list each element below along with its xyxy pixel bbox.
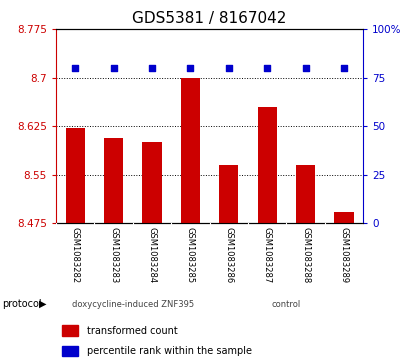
Bar <box>62 346 78 356</box>
Bar <box>296 165 315 223</box>
Text: transformed count: transformed count <box>87 326 178 336</box>
Point <box>341 65 347 71</box>
Point <box>187 65 194 71</box>
Point <box>225 65 232 71</box>
Text: GSM1083285: GSM1083285 <box>186 227 195 283</box>
Text: GSM1083284: GSM1083284 <box>147 227 156 283</box>
Text: doxycycline-induced ZNF395: doxycycline-induced ZNF395 <box>72 299 194 309</box>
Text: GSM1083288: GSM1083288 <box>301 227 310 283</box>
Point <box>302 65 309 71</box>
Point <box>72 65 78 71</box>
Text: GSM1083287: GSM1083287 <box>263 227 272 283</box>
Bar <box>142 142 161 223</box>
Text: protocol: protocol <box>2 299 42 309</box>
Bar <box>219 165 238 223</box>
Bar <box>258 107 277 223</box>
Text: GSM1083283: GSM1083283 <box>109 227 118 283</box>
Bar <box>334 212 354 223</box>
Text: GSM1083289: GSM1083289 <box>339 227 349 283</box>
Bar <box>66 128 85 223</box>
Text: GSM1083286: GSM1083286 <box>224 227 233 283</box>
Text: GSM1083282: GSM1083282 <box>71 227 80 283</box>
Point <box>110 65 117 71</box>
Text: ▶: ▶ <box>39 299 47 309</box>
Bar <box>62 325 78 336</box>
Title: GDS5381 / 8167042: GDS5381 / 8167042 <box>132 12 287 26</box>
Text: control: control <box>272 299 301 309</box>
Point <box>264 65 271 71</box>
Bar <box>104 138 123 223</box>
Text: percentile rank within the sample: percentile rank within the sample <box>87 346 252 356</box>
Bar <box>181 78 200 223</box>
Point <box>149 65 155 71</box>
